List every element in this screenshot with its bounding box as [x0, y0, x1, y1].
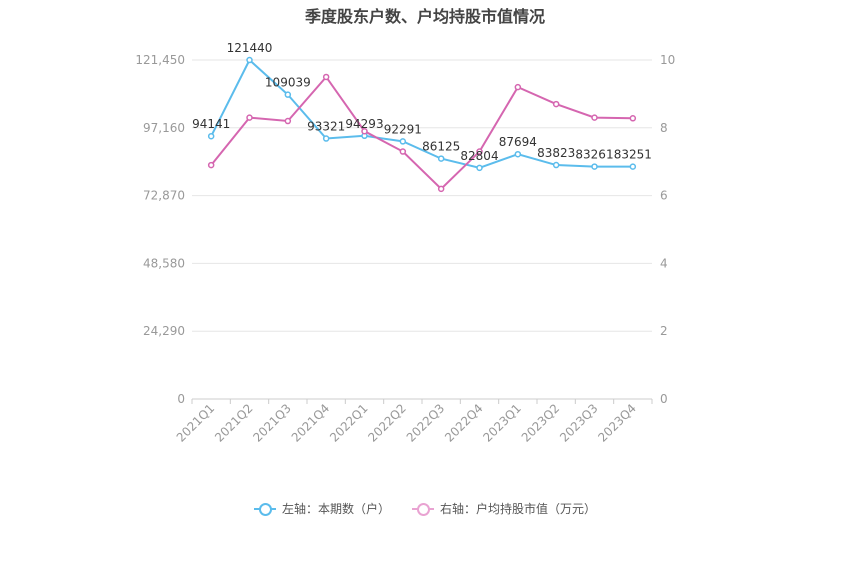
- series-line-2: [210, 75, 633, 191]
- x-axis-tick-label: 2021Q1: [174, 401, 218, 445]
- series-2-point: [437, 185, 445, 193]
- data-label: 93321: [307, 120, 345, 134]
- series-2-point: [552, 100, 560, 108]
- series-2-point: [399, 148, 407, 155]
- series-1-point: [246, 56, 253, 64]
- data-label: 121440: [227, 41, 273, 55]
- series-line-1: [210, 58, 633, 169]
- series-2-point: [476, 148, 483, 155]
- series-1-point: [552, 161, 560, 169]
- left-axis-tick-label: 121,450: [135, 53, 185, 67]
- x-axis-tick-label: 2023Q2: [519, 401, 563, 445]
- series-2-point: [322, 73, 330, 81]
- series-2-point: [207, 161, 215, 169]
- legend-label: 左轴：本期数（户）: [281, 502, 390, 516]
- x-axis-tick-label: 2022Q1: [327, 401, 371, 445]
- left-axis-tick-label: 48,580: [143, 256, 185, 270]
- series-1-point: [629, 163, 637, 170]
- series-1-point: [322, 135, 330, 142]
- left-axis-tick-label: 72,870: [143, 189, 185, 203]
- series-2-point: [629, 115, 637, 122]
- series-2-point: [246, 114, 253, 121]
- chart-title: 季度股东户数、户均持股市值情况: [304, 7, 545, 26]
- series-2-point: [361, 127, 368, 135]
- data-label: 82804: [460, 149, 498, 163]
- data-label: 87694: [499, 135, 537, 149]
- x-axis-tick-label: 2022Q4: [442, 401, 486, 445]
- x-axis-tick-label: 2021Q2: [212, 401, 256, 445]
- legend-line-icon: [412, 502, 434, 516]
- x-axis-tick-label: 2022Q2: [365, 401, 409, 445]
- x-axis-tick-label: 2021Q4: [289, 401, 333, 445]
- legend-item-avg-value[interactable]: 右轴：户均持股市值（万元）: [412, 500, 596, 517]
- right-axis-tick-label: 10: [660, 53, 675, 67]
- right-axis-tick-label: 4: [660, 256, 668, 270]
- series-1-point: [437, 155, 445, 162]
- left-axis-tick-label: 97,160: [143, 121, 185, 135]
- x-axis-tick-label: 2023Q3: [557, 401, 601, 445]
- series-1-point: [284, 91, 292, 98]
- data-label: 94141: [192, 117, 230, 131]
- series-2-point: [591, 114, 598, 121]
- left-axis-tick-label: 0: [177, 392, 185, 406]
- data-label: 86125: [422, 140, 460, 154]
- data-label: 109039: [265, 76, 311, 90]
- x-axis-tick-label: 2023Q4: [595, 401, 639, 445]
- x-axis-tick-label: 2022Q3: [404, 401, 448, 445]
- legend: 左轴：本期数（户） 右轴：户均持股市值（万元）: [0, 500, 850, 517]
- series-2-point: [514, 83, 522, 91]
- series-2-point: [284, 117, 292, 125]
- data-label: 92291: [384, 122, 422, 136]
- legend-label: 右轴：户均持股市值（万元）: [440, 502, 597, 516]
- series-1-point: [399, 138, 407, 145]
- right-axis-tick-label: 0: [660, 392, 668, 406]
- right-axis-tick-label: 2: [660, 324, 668, 338]
- series-1-point: [591, 163, 598, 170]
- data-label: 83823: [537, 146, 575, 160]
- series-1-point: [476, 164, 483, 172]
- data-label: 83261: [575, 148, 613, 162]
- left-axis-tick-label: 24,290: [143, 324, 185, 338]
- data-label: 83251: [614, 148, 652, 162]
- right-axis-tick-label: 8: [660, 121, 668, 135]
- x-axis-tick-label: 2021Q3: [250, 401, 294, 445]
- x-axis-tick-label: 2023Q1: [480, 401, 524, 445]
- data-label: 94293: [345, 117, 383, 131]
- legend-line-icon: [253, 502, 276, 516]
- right-axis-tick-label: 6: [660, 189, 668, 203]
- legend-item-households[interactable]: 左轴：本期数（户）: [253, 500, 390, 517]
- series-1-point: [207, 132, 215, 140]
- series-1-point: [514, 150, 522, 158]
